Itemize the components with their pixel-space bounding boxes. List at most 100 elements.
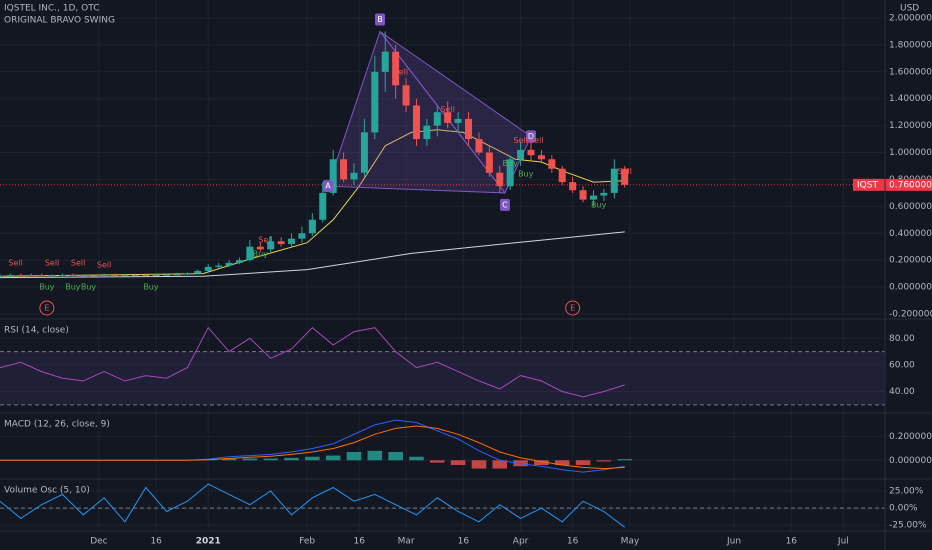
histogram-bar [346,452,362,461]
candle-body [267,241,275,250]
signal-label: Sell [8,258,22,267]
candle-body [288,238,296,245]
candle-body [48,275,56,277]
y-tick-label: 0.200000 [889,256,932,266]
candle-body [454,118,462,123]
last-price-tag [853,178,932,191]
candle-body [392,51,400,86]
signal-label: Buy [39,283,55,292]
y-tick-label: 0.600000 [889,202,932,212]
grid-layer [0,0,885,531]
y-tick-label: -0.200000 [889,309,932,319]
pane-title: RSI (14, close) [4,326,69,336]
pattern-area [379,31,532,194]
candle-body [58,274,66,276]
candle-body [517,149,525,160]
candle-body [163,274,171,276]
x-tick-label: 16 [458,537,470,547]
signal-label: Sell [45,258,59,267]
x-tick-label: 16 [150,537,162,547]
label-layer: 2.000000 1.800000 1.600000 1.400000 1.200000… [4,13,932,547]
pattern-label: D [528,132,534,141]
candle-body [600,192,608,196]
x-tick-label: 2021 [196,537,221,547]
candle-body [569,182,577,191]
x-tick-label: Jun [726,537,741,547]
candle-body [69,274,77,276]
candle-body [152,274,160,276]
candle-body [17,274,25,276]
candle-body [131,274,139,276]
histogram-bar [430,460,445,463]
y-tick-label: 25.00% [889,486,924,496]
x-tick-label: Mar [398,537,415,547]
histogram-bar [388,452,403,461]
pattern-point [322,180,333,193]
candle-body [465,118,473,140]
candle-body [444,112,452,123]
candle-body [298,233,306,239]
signal-label: Sell [71,258,85,267]
y-tick-label: 1.800000 [889,40,932,50]
mark-layer [0,30,885,528]
signal-label: Sell [617,167,631,176]
signal-label: Buy [253,250,269,259]
y-tick-label: 0.000000 [889,456,932,466]
candle-body [621,168,629,185]
y-tick-label: 0.000000 [889,283,932,293]
candle-body [475,139,483,153]
candle-body [215,265,223,267]
candle-body [329,159,337,193]
chart-subtitle: ORIGINAL BRAVO SWING [4,16,115,26]
x-tick-label: Jul [837,537,849,547]
histogram-bar [617,459,632,461]
candle-body [371,71,379,133]
histogram-bar [513,460,528,467]
candle-body [204,266,212,271]
candle-body [340,159,348,180]
histogram-bar [450,460,466,466]
pattern-label: C [502,200,508,209]
x-tick-label: 16 [567,537,579,547]
pattern-label: A [325,182,331,191]
candle-body [537,155,545,160]
candle-body [38,274,46,276]
indicator-line [0,483,626,528]
candle-body [360,132,368,173]
candle-body [308,219,316,234]
chart-title: IQSTEL INC., 1D, OTC [4,4,99,14]
earnings-label: E [44,304,49,313]
candle-body [6,274,14,276]
candle-body [527,149,535,156]
histogram-bar [534,460,549,466]
y-tick-label: 1.400000 [889,94,932,104]
y-tick-label: 2.000000 [889,14,932,24]
x-tick-label: Apr [513,537,529,547]
indicator-line [0,326,625,398]
pattern-point [499,198,510,211]
y-tick-label: 0.200000 [889,432,932,442]
y-tick-label: 40.00 [889,387,915,397]
candle-body [79,275,87,277]
candle-body [558,168,566,183]
candle-body [381,51,389,72]
histogram-bar [263,458,278,461]
y-tick-label: 60.00 [889,360,915,370]
histogram-bar [409,456,424,461]
candle-body [100,274,108,276]
signal-label: Buy [65,283,81,292]
candle-body [579,190,587,200]
currency: USD [900,4,919,14]
signal-label: Sell [440,105,454,114]
x-tick-label: Feb [299,537,315,547]
candle-body [402,85,410,106]
histogram-bar [367,450,383,461]
histogram-bar [554,460,570,466]
band-fill [0,351,885,405]
y-tick-label: 0.400000 [889,229,932,239]
candle-body [27,274,35,276]
candle-body [173,274,181,276]
earnings-label: E [570,304,575,313]
